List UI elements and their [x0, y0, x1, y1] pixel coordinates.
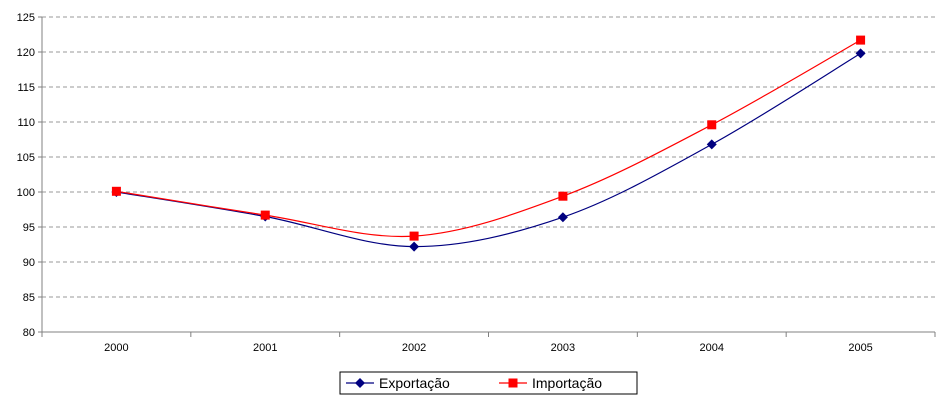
axes: 80 85 90 95 100 105 110 115 120 125 2000 2001 2002 20… [17, 12, 936, 354]
y-tick-label: 125 [17, 12, 35, 24]
legend-marker-0 [355, 378, 365, 388]
x-tick-label: 2005 [848, 342, 872, 354]
y-tick-label: 105 [17, 152, 35, 164]
x-tick-label: 2002 [402, 342, 426, 354]
legend-label-0: Exportação [379, 375, 450, 391]
y-tick-label: 115 [17, 82, 35, 94]
data-point-0 [706, 139, 717, 150]
y-tick-label: 85 [23, 292, 35, 304]
data-point-1 [111, 186, 121, 196]
data-point-0 [855, 48, 866, 59]
series-line-1 [116, 39, 861, 238]
data-markers [111, 35, 866, 252]
data-point-1 [707, 120, 717, 130]
data-point-1 [409, 231, 419, 241]
series-lines [116, 39, 861, 248]
y-tick-label: 90 [23, 257, 35, 269]
y-tick-label: 95 [23, 222, 35, 234]
data-point-0 [557, 212, 568, 223]
x-tick-label: 2003 [551, 342, 575, 354]
legend-label-1: Importação [532, 375, 602, 391]
legend: Exportação Importação [339, 371, 638, 395]
data-point-1 [260, 210, 270, 220]
grid-lines [42, 16, 935, 298]
y-tick-label: 100 [17, 187, 35, 199]
data-point-1 [558, 191, 568, 201]
x-tick-label: 2000 [104, 342, 128, 354]
data-point-1 [856, 35, 866, 45]
legend-marker-1 [508, 378, 518, 388]
x-tick-label: 2001 [253, 342, 277, 354]
legend-box [339, 371, 638, 395]
y-tick-label: 110 [17, 117, 35, 129]
series-line-0 [116, 52, 861, 248]
data-point-0 [409, 241, 420, 252]
x-tick-label: 2004 [700, 342, 724, 354]
y-tick-label: 80 [23, 327, 35, 339]
y-tick-label: 120 [17, 47, 35, 59]
